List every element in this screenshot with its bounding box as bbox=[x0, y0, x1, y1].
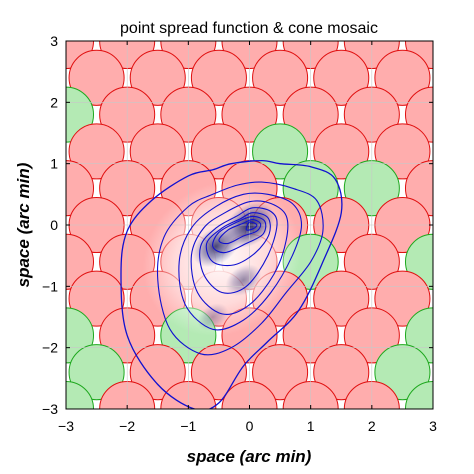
psf-peak bbox=[197, 303, 229, 331]
psf-contour-line bbox=[245, 221, 258, 231]
psf-contour-line bbox=[199, 207, 278, 294]
l-cone bbox=[252, 344, 309, 401]
x-axis-title: space (arc min) bbox=[187, 447, 312, 466]
psf-contours bbox=[120, 159, 343, 409]
x-tick-label: −2 bbox=[119, 418, 135, 434]
l-cone bbox=[374, 123, 431, 180]
psf-peak bbox=[225, 264, 262, 297]
y-axis-ticks: −3 −2 −1 0 1 2 3 bbox=[42, 33, 433, 417]
m-cone bbox=[66, 380, 95, 409]
y-tick-label: 2 bbox=[50, 94, 58, 110]
l-cone bbox=[313, 123, 370, 180]
l-cone bbox=[313, 49, 370, 106]
l-cone bbox=[129, 344, 186, 401]
y-tick-label: 0 bbox=[50, 217, 58, 233]
m-cone bbox=[374, 344, 431, 401]
x-tick-label: 2 bbox=[368, 418, 376, 434]
chart-title: point spread function & cone mosaic bbox=[120, 20, 378, 37]
l-cone bbox=[190, 123, 247, 180]
m-cone bbox=[68, 344, 125, 401]
l-cone bbox=[313, 344, 370, 401]
l-cone bbox=[66, 41, 95, 70]
l-cone bbox=[68, 49, 125, 106]
y-axis-title: space (arc min) bbox=[14, 162, 33, 287]
y-tick-label: −2 bbox=[42, 340, 58, 356]
m-cone bbox=[404, 380, 433, 409]
psf-contour-line bbox=[218, 218, 262, 245]
l-cone bbox=[313, 270, 370, 327]
l-cone bbox=[129, 49, 186, 106]
l-cone bbox=[374, 270, 431, 327]
l-cone bbox=[374, 49, 431, 106]
psf-contour-line bbox=[212, 215, 267, 254]
l-cone bbox=[190, 344, 247, 401]
x-tick-label: 3 bbox=[429, 418, 437, 434]
psf-peak bbox=[192, 225, 240, 268]
l-cone bbox=[190, 49, 247, 106]
psf-contour-line bbox=[120, 159, 343, 409]
l-cone bbox=[129, 123, 186, 180]
psf-contour-line bbox=[190, 200, 289, 315]
y-tick-label: −3 bbox=[42, 401, 58, 417]
x-tick-label: −1 bbox=[180, 418, 196, 434]
l-cone bbox=[68, 270, 125, 327]
y-tick-label: 1 bbox=[50, 156, 58, 172]
x-axis-ticks: −3 −2 −1 0 1 2 3 bbox=[58, 41, 437, 434]
l-cone bbox=[404, 41, 433, 70]
x-tick-label: −3 bbox=[58, 418, 74, 434]
psf-contour-line bbox=[156, 181, 324, 356]
psf-contour-line bbox=[205, 212, 271, 267]
y-tick-label: 3 bbox=[50, 33, 58, 49]
y-tick-label: −1 bbox=[42, 278, 58, 294]
psf-contour-line bbox=[178, 192, 303, 331]
x-tick-label: 1 bbox=[307, 418, 315, 434]
l-cone bbox=[252, 49, 309, 106]
x-tick-label: 0 bbox=[246, 418, 254, 434]
l-cone bbox=[68, 123, 125, 180]
